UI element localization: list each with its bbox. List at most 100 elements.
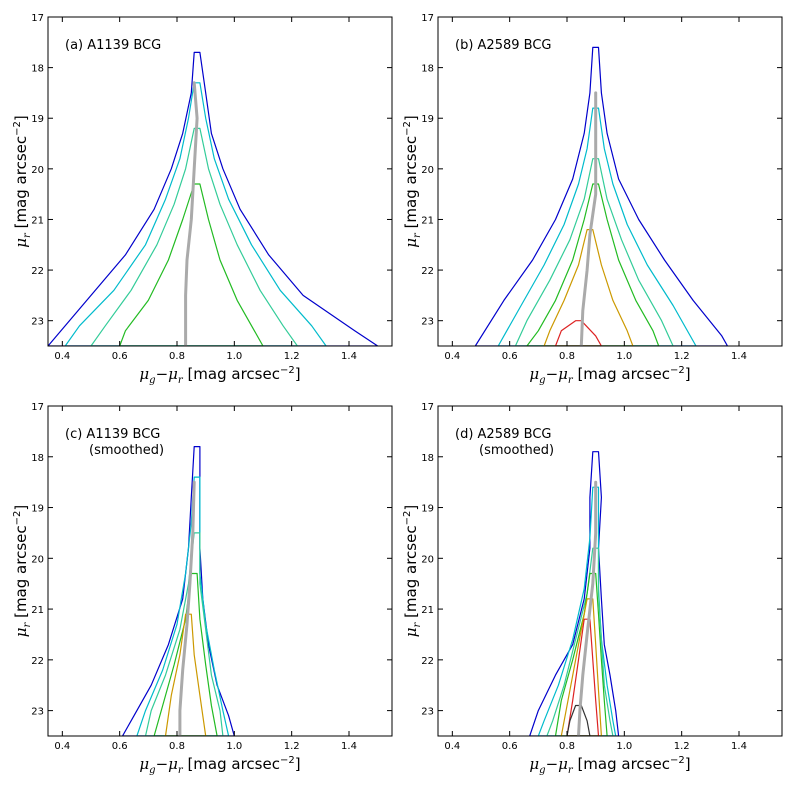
ridge-line: [184, 81, 199, 346]
y-tick-label: 18: [421, 453, 434, 464]
x-tick-label: 0.6: [112, 741, 128, 752]
panel-subtitle: (smoothed): [89, 443, 164, 458]
panel-a: 0.4 0.6 0.8 1.0 1.2 1.4 17 18 19 20 21 22 23 (a) A113…: [12, 13, 393, 386]
y-axis-label: μr [mag arcsec−2]: [12, 505, 33, 637]
panel-title: (d) A2589 BCG: [455, 427, 551, 442]
y-tick-label: 22: [421, 656, 434, 667]
y-tick-label: 17: [31, 13, 44, 24]
x-tick-label: 0.4: [54, 351, 70, 362]
y-tick-label: 23: [421, 707, 434, 718]
contour-level-2: [136, 476, 230, 736]
y-tick-label: 23: [31, 707, 44, 718]
ridge-line: [577, 480, 598, 736]
contour-level-3: [90, 127, 298, 346]
contour-level-4: [119, 183, 264, 346]
contour-level-3: [514, 158, 674, 346]
y-tick-label: 23: [421, 317, 434, 328]
x-tick-label: 1.2: [674, 351, 690, 362]
x-tick-label: 0.6: [502, 351, 518, 362]
panel-d: 0.4 0.6 0.8 1.0 1.2 1.4 17 18 19 20 21 22 23 (d) A258…: [402, 402, 783, 776]
y-tick-label: 22: [31, 266, 44, 277]
x-tick-label: 0.6: [112, 351, 128, 362]
y-tick-label: 18: [421, 64, 434, 75]
panel-b: 0.4 0.6 0.8 1.0 1.2 1.4 17 18 19 20 21 22 23 (b) A258…: [402, 13, 783, 386]
contour-level-1: [529, 451, 620, 736]
y-axis-label: μr [mag arcsec−2]: [402, 505, 423, 637]
y-axis-label: μr [mag arcsec−2]: [402, 115, 423, 247]
panel-subtitle: (smoothed): [479, 443, 554, 458]
axes-frame: [437, 405, 783, 737]
panel-title: (c) A1139 BCG: [65, 427, 160, 442]
x-tick-label: 1.0: [616, 351, 632, 362]
y-tick-label: 22: [421, 266, 434, 277]
y-tick-label: 20: [31, 554, 44, 565]
x-tick-label: 0.8: [559, 741, 575, 752]
plot-area: [121, 446, 235, 736]
contour-level-5: [543, 229, 634, 346]
plot-area: [48, 51, 379, 346]
x-tick-label: 1.2: [674, 741, 690, 752]
y-tick-label: 20: [421, 554, 434, 565]
y-tick-label: 19: [421, 504, 434, 515]
y-tick-label: 21: [31, 605, 44, 616]
y-tick-label: 21: [421, 215, 434, 226]
contour-level-5: [164, 613, 207, 736]
x-tick-label: 0.6: [502, 741, 518, 752]
y-tick-label: 17: [421, 402, 434, 413]
x-tick-label: 0.8: [559, 351, 575, 362]
contour-level-1: [474, 46, 729, 346]
axes-frame: [47, 16, 393, 347]
contour-level-6: [554, 320, 602, 346]
ridge-line: [178, 480, 196, 736]
y-tick-label: 17: [421, 13, 434, 24]
contour-level-5: [560, 598, 602, 736]
y-tick-label: 19: [421, 114, 434, 125]
x-axis-label: μg−μr [mag arcsec−2]: [139, 365, 300, 386]
x-axis-label: μg−μr [mag arcsec−2]: [529, 755, 690, 776]
y-tick-label: 22: [31, 656, 44, 667]
y-axis-label: μr [mag arcsec−2]: [12, 115, 33, 247]
plot-area: [474, 46, 729, 346]
contour-level-3: [546, 547, 614, 736]
panel-c: 0.4 0.6 0.8 1.0 1.2 1.4 17 18 19 20 21 22 23 (c) A113…: [12, 402, 393, 776]
contour-level-1: [121, 446, 235, 736]
x-axis-label: μg−μr [mag arcsec−2]: [529, 365, 690, 386]
y-tick-label: 20: [421, 165, 434, 176]
x-tick-label: 0.8: [169, 741, 185, 752]
contour-level-4: [153, 572, 218, 736]
y-tick-label: 19: [31, 504, 44, 515]
ridge-line: [579, 91, 598, 346]
x-axis-label: μg−μr [mag arcsec−2]: [139, 755, 300, 776]
contour-level-3: [144, 532, 224, 736]
x-tick-label: 1.0: [226, 741, 242, 752]
x-tick-label: 1.4: [341, 351, 357, 362]
axes-frame: [437, 16, 783, 347]
contour-level-4: [526, 183, 660, 346]
x-tick-label: 1.4: [731, 741, 747, 752]
x-tick-label: 1.2: [284, 351, 300, 362]
x-tick-label: 1.4: [731, 351, 747, 362]
contour-level-4: [554, 572, 608, 736]
plot-area: [529, 451, 620, 736]
contour-level-1: [48, 51, 379, 346]
y-tick-label: 17: [31, 402, 44, 413]
y-tick-label: 23: [31, 317, 44, 328]
x-tick-label: 1.2: [284, 741, 300, 752]
x-tick-label: 1.0: [616, 741, 632, 752]
x-tick-label: 0.4: [444, 741, 460, 752]
x-tick-label: 0.8: [169, 351, 185, 362]
y-tick-label: 18: [31, 453, 44, 464]
y-tick-label: 19: [31, 114, 44, 125]
x-tick-label: 1.0: [226, 351, 242, 362]
y-tick-label: 20: [31, 165, 44, 176]
y-tick-label: 21: [31, 215, 44, 226]
panel-title: (b) A2589 BCG: [455, 38, 551, 53]
panel-title: (a) A1139 BCG: [65, 38, 161, 53]
y-tick-label: 21: [421, 605, 434, 616]
x-tick-label: 0.4: [54, 741, 70, 752]
contour-level-6: [566, 618, 600, 736]
y-tick-label: 18: [31, 64, 44, 75]
axes-frame: [47, 405, 393, 737]
contour-level-2: [64, 82, 327, 346]
